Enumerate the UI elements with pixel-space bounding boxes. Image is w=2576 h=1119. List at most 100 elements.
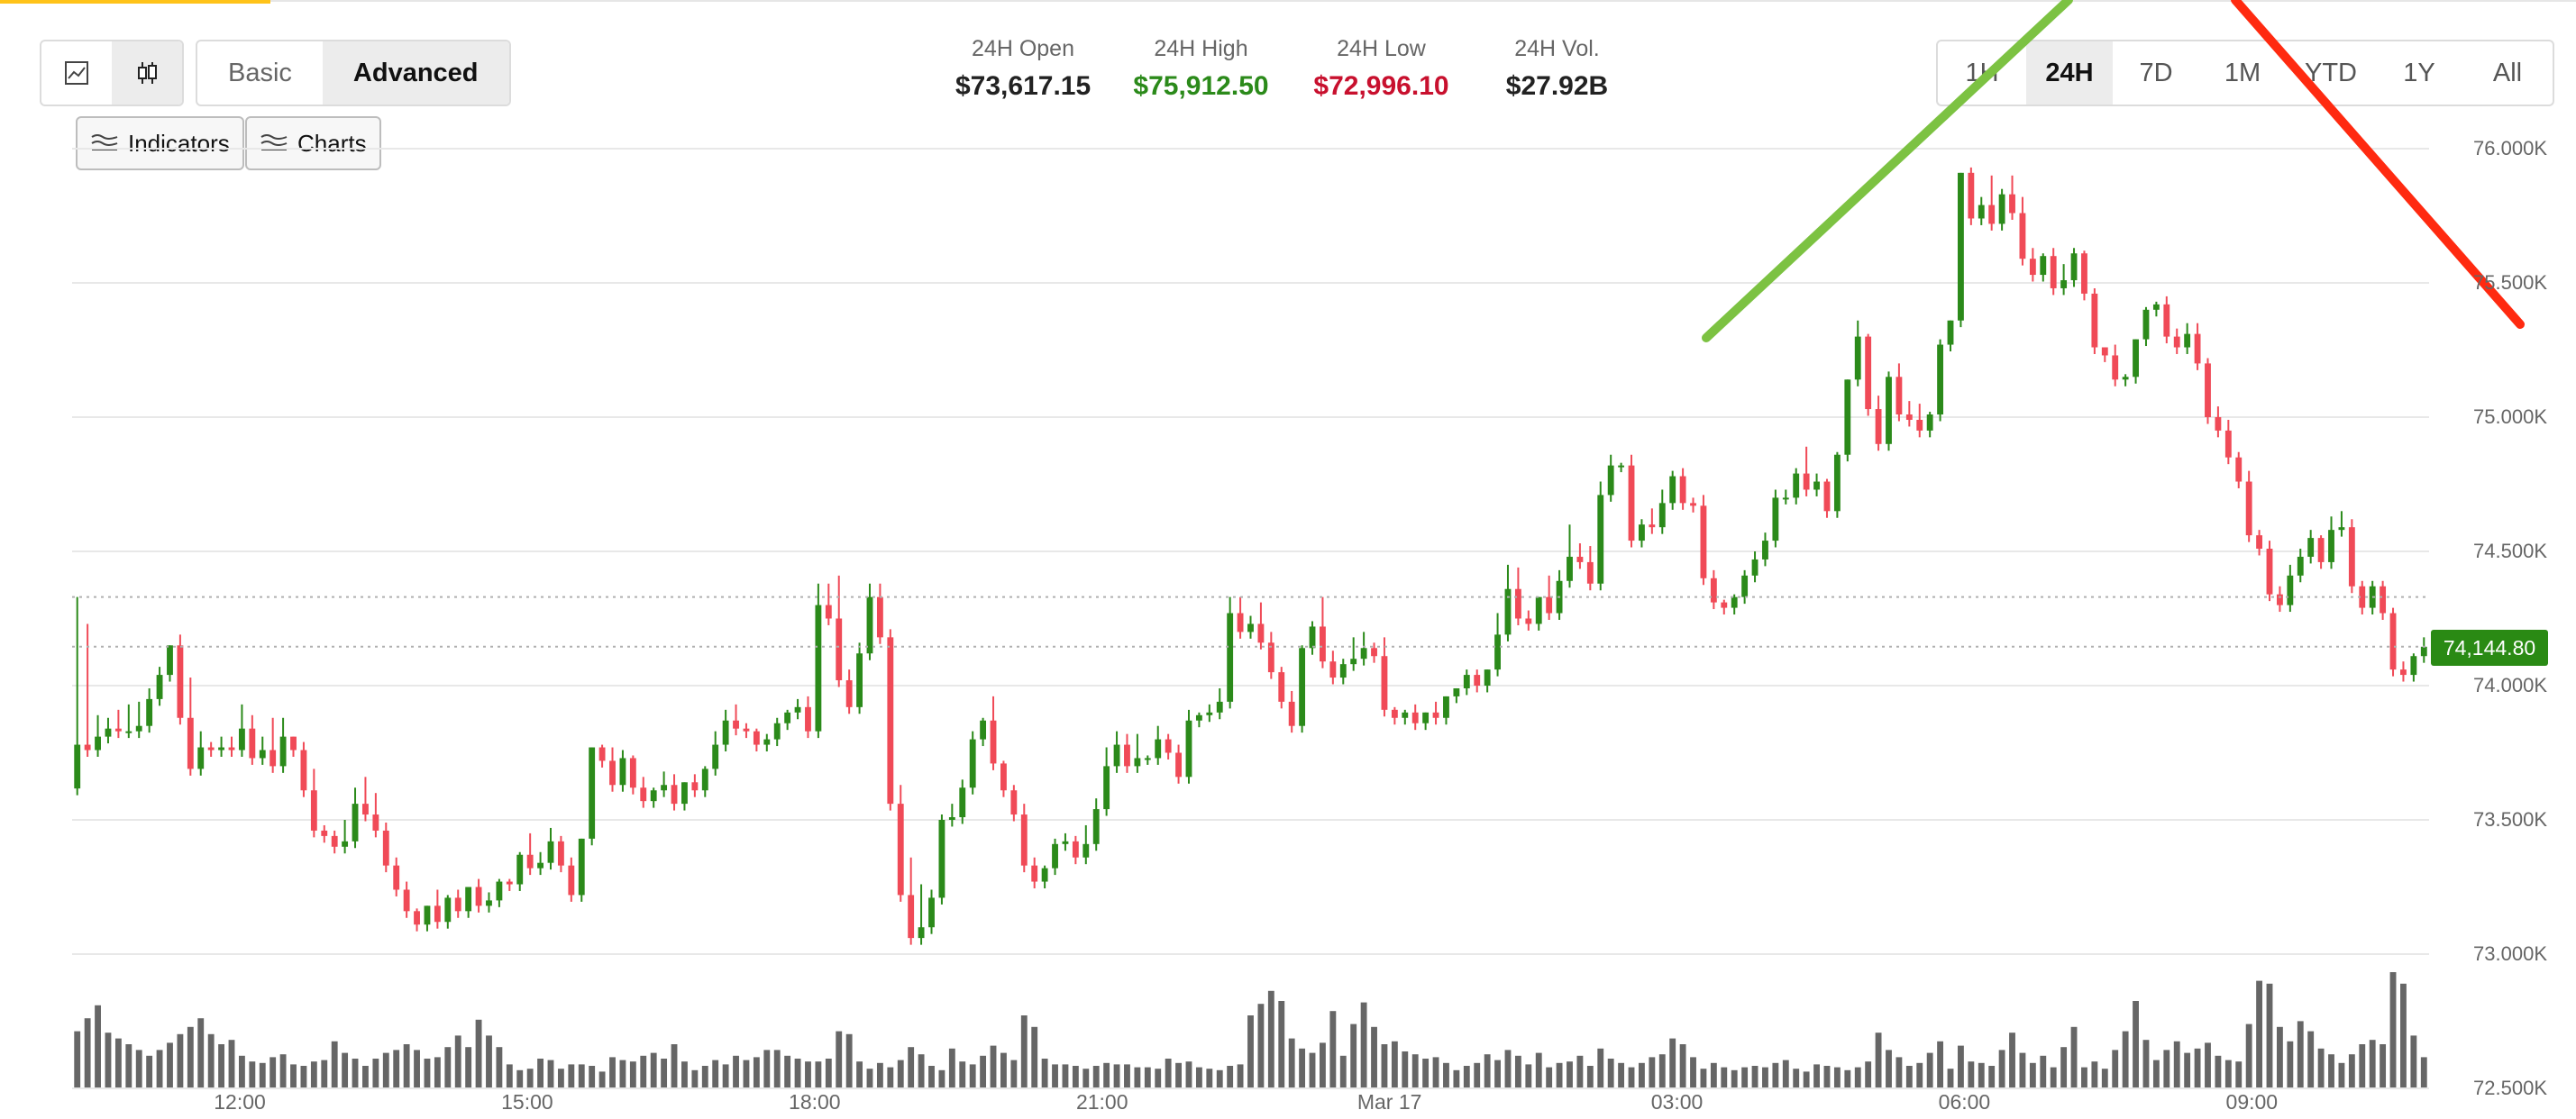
volume-bar <box>1474 1062 1481 1087</box>
volume-bar <box>1618 1062 1625 1087</box>
line-chart-icon <box>65 61 88 85</box>
volume-bar <box>1411 1054 1419 1087</box>
indicators-button[interactable]: Indicators <box>76 116 244 170</box>
basic-mode-button[interactable]: Basic <box>228 58 292 87</box>
volume-bar <box>948 1048 955 1087</box>
volume-bar <box>2276 1026 2283 1087</box>
candle-body <box>2266 549 2273 595</box>
candle-body <box>1350 659 1357 665</box>
time-range-selector: 1H 24H 7D 1M YTD 1Y All <box>1936 40 2554 106</box>
volume-bar <box>2400 983 2407 1087</box>
candle-body <box>403 889 410 912</box>
volume-bar <box>2122 1031 2129 1087</box>
volume-bar <box>980 1055 987 1087</box>
range-7d-button[interactable]: 7D <box>2139 58 2173 87</box>
volume-bar <box>475 1019 482 1087</box>
volume-bar <box>1062 1064 1069 1087</box>
volume-bar <box>568 1064 575 1087</box>
candlestick-chart-button[interactable] <box>112 41 182 105</box>
candle-body <box>918 927 925 939</box>
volume-bar <box>1597 1048 1604 1087</box>
advanced-mode-button[interactable]: Advanced <box>322 41 509 105</box>
stat-open-value: $73,617.15 <box>955 71 1092 101</box>
candle-body <box>1309 626 1316 649</box>
stat-open: 24H Open $73,617.15 <box>955 36 1091 102</box>
volume-bar <box>444 1047 452 1087</box>
candle-body <box>1031 865 1038 882</box>
candle-body <box>475 887 482 906</box>
volume-bar <box>2317 1048 2325 1087</box>
range-all-button[interactable]: All <box>2492 58 2523 87</box>
candle-body <box>393 865 400 890</box>
volume-bar <box>1556 1062 1563 1087</box>
candle-body <box>506 881 513 885</box>
candle-body <box>2081 253 2087 294</box>
candle-body <box>1134 758 1141 767</box>
candle-body <box>2040 256 2047 276</box>
x-tick-label: 21:00 <box>1075 1090 1128 1114</box>
candle-body <box>218 747 225 751</box>
x-tick-label: 15:00 <box>501 1090 553 1114</box>
candle-body <box>650 790 657 802</box>
candle-body <box>1854 336 1861 380</box>
candle-body <box>290 736 297 751</box>
volume-bar <box>146 1055 153 1087</box>
volume-bar <box>928 1066 935 1087</box>
candle-body <box>1639 524 1645 541</box>
volume-bar <box>722 1064 729 1087</box>
volume-bar <box>2307 1031 2315 1087</box>
candle-body <box>980 720 987 740</box>
line-chart-button[interactable] <box>41 41 112 105</box>
volume-bar <box>1649 1057 1656 1087</box>
candle-body <box>2389 613 2397 670</box>
charts-button[interactable]: Charts <box>245 116 381 170</box>
volume-bar <box>1690 1057 1696 1087</box>
red-trend-stroke <box>2231 0 2525 329</box>
volume-bar <box>1463 1066 1470 1087</box>
candle-body <box>1072 841 1079 858</box>
candle-body <box>1813 481 1820 490</box>
candle-body <box>1535 596 1542 624</box>
candle-body <box>454 897 461 912</box>
candle-body <box>712 744 719 769</box>
top-accent-bar <box>0 0 270 4</box>
candle-body <box>74 744 81 789</box>
range-1m-button[interactable]: 1M <box>2224 58 2261 87</box>
y-tick-label: 73.500K <box>2473 808 2547 831</box>
candle-body <box>2173 336 2180 348</box>
candle-body <box>733 720 739 729</box>
volume-bar <box>1988 1066 1996 1087</box>
range-24h-button[interactable]: 24H <box>2026 41 2113 105</box>
volume-bar <box>1658 1054 1666 1087</box>
candle-body <box>342 841 349 847</box>
candle-body <box>2215 417 2222 431</box>
candle-body <box>372 814 379 831</box>
volume-bar <box>805 1061 811 1087</box>
volume-bar <box>1958 1045 1964 1087</box>
candle-body <box>2287 575 2294 605</box>
candle-body <box>2245 481 2252 536</box>
volume-bar <box>424 1059 431 1087</box>
candle-body <box>1958 172 1964 321</box>
candle-body <box>1443 696 1449 718</box>
volume-bar <box>2348 1054 2355 1087</box>
range-1y-button[interactable]: 1Y <box>2403 58 2435 87</box>
volume-bar <box>969 1064 976 1087</box>
candle-body <box>414 911 420 925</box>
volume-bar <box>773 1050 781 1087</box>
volume-bar <box>1895 1057 1903 1087</box>
candle-body <box>465 887 472 912</box>
candle-body <box>105 728 112 737</box>
candle-body <box>1278 672 1285 702</box>
candle-body <box>887 637 894 805</box>
volume-bar <box>1155 1069 1162 1087</box>
volume-bar <box>197 1018 205 1087</box>
chart-type-selector <box>40 40 184 106</box>
candle-body <box>249 728 256 759</box>
volume-bar <box>259 1062 266 1087</box>
candle-body <box>1978 205 1985 219</box>
candle-body <box>2070 253 2078 281</box>
candle-body <box>1371 648 1377 657</box>
candle-body <box>1576 556 1584 562</box>
